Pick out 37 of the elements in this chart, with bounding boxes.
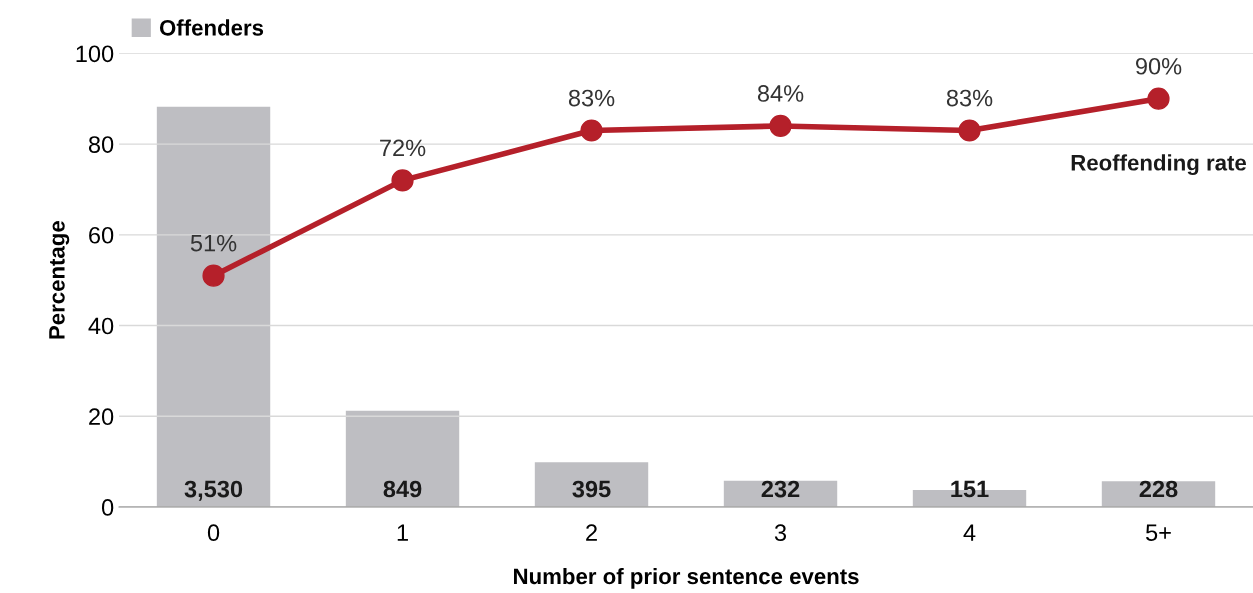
y-axis-title: Percentage: [49, 221, 70, 339]
data-label: 83%: [568, 89, 615, 107]
y-tick-label: 80: [88, 136, 114, 153]
data-label: 228: [1139, 480, 1178, 498]
data-label: 151: [951, 480, 989, 498]
data-label: 849: [383, 480, 422, 498]
y-tick-label: 100: [76, 45, 114, 63]
x-tick-label: 4: [963, 524, 976, 541]
data-label: 90%: [1135, 57, 1182, 75]
y-tick-label: 60: [89, 226, 114, 244]
point: [202, 264, 225, 287]
x-tick-label: 3: [774, 524, 787, 542]
x-tick-label: 1: [397, 524, 408, 541]
point: [391, 169, 414, 192]
point: [769, 114, 792, 138]
x-axis-title: Number of prior sentence events: [514, 567, 859, 589]
data-label: 51%: [190, 234, 237, 252]
data-label: 72%: [380, 139, 426, 157]
point: [958, 119, 981, 142]
x-tick-label: 5+: [1145, 524, 1171, 542]
y-tick-label: 40: [88, 317, 114, 335]
data-label: 84%: [757, 85, 804, 102]
point: [580, 119, 603, 142]
y-tick-label: 20: [89, 408, 114, 426]
x-tick-label: 0: [207, 524, 220, 542]
data-label: 232: [761, 480, 800, 498]
data-label: 3,530: [184, 480, 243, 501]
bar: [345, 410, 460, 508]
data-label: 395: [572, 480, 611, 498]
bar: [156, 106, 271, 508]
data-label: 83%: [946, 89, 993, 107]
x-tick-label: 2: [586, 524, 597, 541]
series-label: Reoffending rate: [1071, 154, 1247, 176]
legend-label: Offenders: [159, 19, 264, 36]
point: [1147, 87, 1170, 110]
bar: [534, 462, 649, 508]
y-tick-label: 0: [101, 499, 114, 516]
